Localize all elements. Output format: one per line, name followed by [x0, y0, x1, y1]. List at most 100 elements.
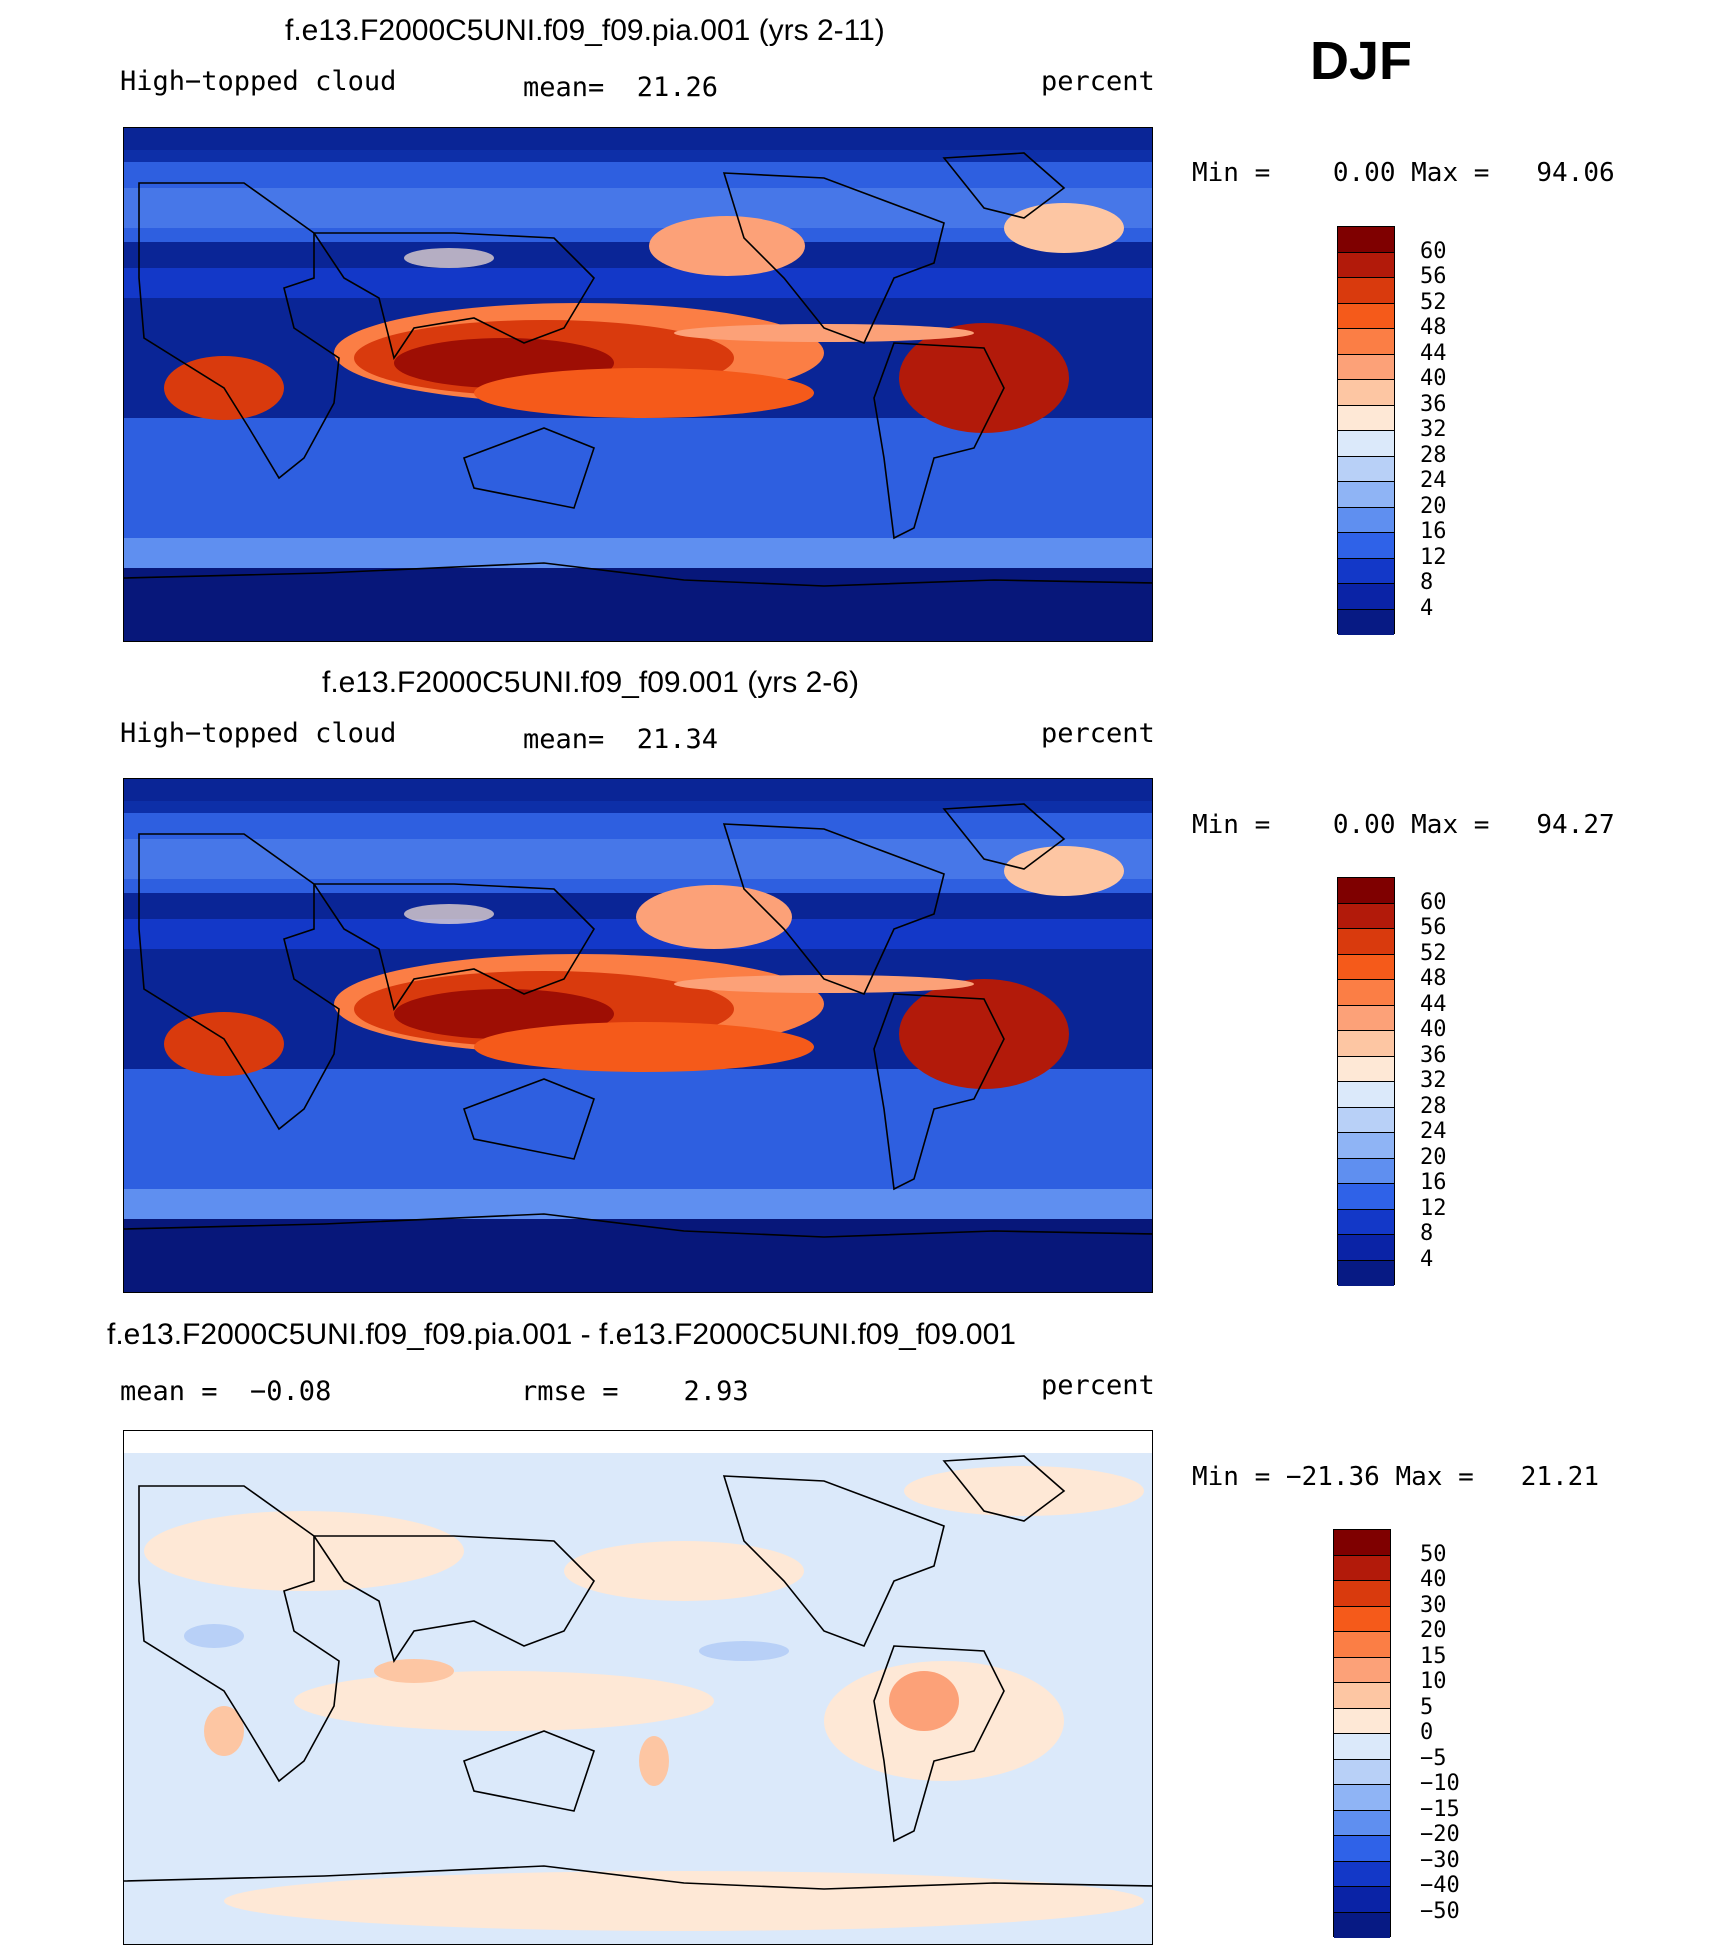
colorbar-1-swatch	[1338, 278, 1394, 304]
colorbar-1-tick-label: 20	[1420, 493, 1447, 519]
colorbar-2-swatch	[1338, 1184, 1394, 1210]
colorbar-1-tick-label: 4	[1420, 595, 1434, 621]
panel-2-mean: mean= 21.34	[523, 724, 719, 755]
colorbar-2-tick-label: 32	[1420, 1068, 1447, 1093]
panel-3-map	[123, 1430, 1153, 1945]
colorbar-1-swatch	[1338, 380, 1394, 406]
colorbar-1-tick-label: 12	[1420, 544, 1447, 570]
colorbar-2-swatch	[1338, 1209, 1394, 1235]
colorbar-2-tick-label: 48	[1420, 966, 1447, 991]
colorbar-3-swatch	[1334, 1912, 1390, 1938]
colorbar-1-tick-label: 52	[1420, 289, 1447, 315]
panel-2-map	[123, 778, 1153, 1293]
colorbar-3-tick-label: 10	[1420, 1669, 1447, 1694]
colorbar-2-tick-label: 40	[1420, 1017, 1447, 1042]
colorbar-1-swatch	[1338, 405, 1394, 431]
colorbar-3-swatch	[1334, 1555, 1390, 1581]
colorbar-2-tick-label: 12	[1420, 1195, 1447, 1221]
colorbar-2-tick-label: 16	[1420, 1170, 1447, 1195]
colorbar-1-swatch	[1338, 329, 1394, 355]
panel-3-title: f.e13.F2000C5UNI.f09_f09.pia.001 - f.e13…	[107, 1318, 1016, 1351]
panel-1-variable-label: High−topped cloud	[120, 66, 397, 97]
colorbar-3-swatch	[1334, 1734, 1390, 1760]
colorbar-2-swatch	[1338, 1005, 1394, 1031]
colorbar-3-tick-label: 20	[1420, 1618, 1447, 1643]
colorbar-1-tick-label: 36	[1420, 391, 1447, 417]
colorbar-1-swatch	[1338, 227, 1394, 253]
colorbar-3-tick-label: −15	[1420, 1796, 1460, 1822]
colorbar-1-tick-label: 8	[1420, 570, 1434, 595]
colorbar-1-tick-label: 48	[1420, 315, 1447, 340]
colorbar-2-swatch	[1338, 1107, 1394, 1133]
colorbar-3-swatch	[1334, 1785, 1390, 1811]
colorbar-1-swatch	[1338, 456, 1394, 482]
colorbar-3-tick-label: 5	[1420, 1694, 1434, 1720]
colorbar-3-tick-label: −10	[1420, 1771, 1460, 1796]
colorbar-3-swatch	[1334, 1683, 1390, 1709]
colorbar-2-tick-label: 4	[1420, 1246, 1434, 1272]
colorbar-1-tick-label: 44	[1420, 340, 1447, 366]
panel-3-map-svg	[124, 1431, 1152, 1944]
colorbar-3-swatch	[1334, 1581, 1390, 1607]
colorbar-1-swatch	[1338, 303, 1394, 329]
season-label: DJF	[1310, 31, 1413, 91]
colorbar-3-swatch	[1334, 1887, 1390, 1913]
colorbar-3-swatch	[1334, 1606, 1390, 1632]
colorbar-3-swatch	[1334, 1836, 1390, 1862]
colorbar-1-tick-label: 40	[1420, 366, 1447, 391]
colorbar-2-swatch	[1338, 1235, 1394, 1261]
colorbar-3-swatch	[1334, 1708, 1390, 1734]
panel-2-minmax: Min = 0.00 Max = 94.27	[1192, 810, 1615, 840]
colorbar-1-tick-label: 28	[1420, 442, 1447, 468]
colorbar-2-tick-label: 36	[1420, 1042, 1447, 1068]
colorbar-1-swatch	[1338, 558, 1394, 584]
panel-3-minmax: Min = −21.36 Max = 21.21	[1192, 1462, 1599, 1492]
colorbar-1-swatch	[1338, 431, 1394, 457]
colorbar-3-tick-label: 0	[1420, 1720, 1434, 1745]
panel-1-map-svg	[124, 128, 1152, 641]
panel-1-mean: mean= 21.26	[523, 72, 719, 103]
colorbar-3-tick-label: −50	[1420, 1898, 1460, 1924]
colorbar-3-swatch	[1334, 1657, 1390, 1683]
colorbar-3-tick-label: −5	[1420, 1745, 1447, 1771]
colorbar-2-swatch	[1338, 1133, 1394, 1159]
colorbar-3-tick-label: 15	[1420, 1643, 1447, 1669]
colorbar-2-tick-label: 56	[1420, 915, 1447, 940]
colorbar-2-swatch	[1338, 1031, 1394, 1057]
colorbar-3-swatch	[1334, 1632, 1390, 1658]
colorbar-3-swatch	[1334, 1759, 1390, 1785]
panel-2-map-svg	[124, 779, 1152, 1292]
panel-2-title: f.e13.F2000C5UNI.f09_f09.001 (yrs 2-6)	[322, 666, 859, 699]
colorbar-1-tick-label: 56	[1420, 264, 1447, 289]
panel-1-minmax: Min = 0.00 Max = 94.06	[1192, 158, 1615, 188]
colorbar-2-swatch	[1338, 1056, 1394, 1082]
colorbar-3-tick-label: −30	[1420, 1847, 1460, 1873]
panel-1-title: f.e13.F2000C5UNI.f09_f09.pia.001 (yrs 2-…	[285, 14, 885, 47]
colorbar-2-swatch	[1338, 878, 1394, 904]
panel-1-colorbar	[1337, 226, 1395, 635]
panel-3-rmse: rmse = 2.93	[521, 1376, 749, 1407]
colorbar-3-swatch	[1334, 1530, 1390, 1556]
colorbar-2-swatch	[1338, 954, 1394, 980]
colorbar-1-tick-label: 24	[1420, 468, 1447, 493]
colorbar-3-tick-label: 50	[1420, 1541, 1447, 1567]
colorbar-2-swatch	[1338, 903, 1394, 929]
colorbar-1-swatch	[1338, 252, 1394, 278]
colorbar-1-tick-label: 60	[1420, 238, 1447, 264]
panel-3-mean: mean = −0.08	[120, 1376, 332, 1407]
colorbar-1-swatch	[1338, 533, 1394, 559]
panel-2-units: percent	[1041, 718, 1155, 749]
panel-3-colorbar	[1333, 1529, 1391, 1938]
panel-3-units: percent	[1041, 1370, 1155, 1401]
panel-1-units: percent	[1041, 66, 1155, 97]
colorbar-2-tick-label: 44	[1420, 991, 1447, 1017]
colorbar-1-tick-label: 32	[1420, 417, 1447, 442]
colorbar-2-tick-label: 28	[1420, 1093, 1447, 1119]
panel-2-colorbar	[1337, 877, 1395, 1286]
colorbar-2-tick-label: 8	[1420, 1221, 1434, 1246]
colorbar-2-swatch	[1338, 1260, 1394, 1286]
colorbar-2-tick-label: 52	[1420, 940, 1447, 966]
colorbar-2-swatch	[1338, 929, 1394, 955]
colorbar-2-swatch	[1338, 1158, 1394, 1184]
